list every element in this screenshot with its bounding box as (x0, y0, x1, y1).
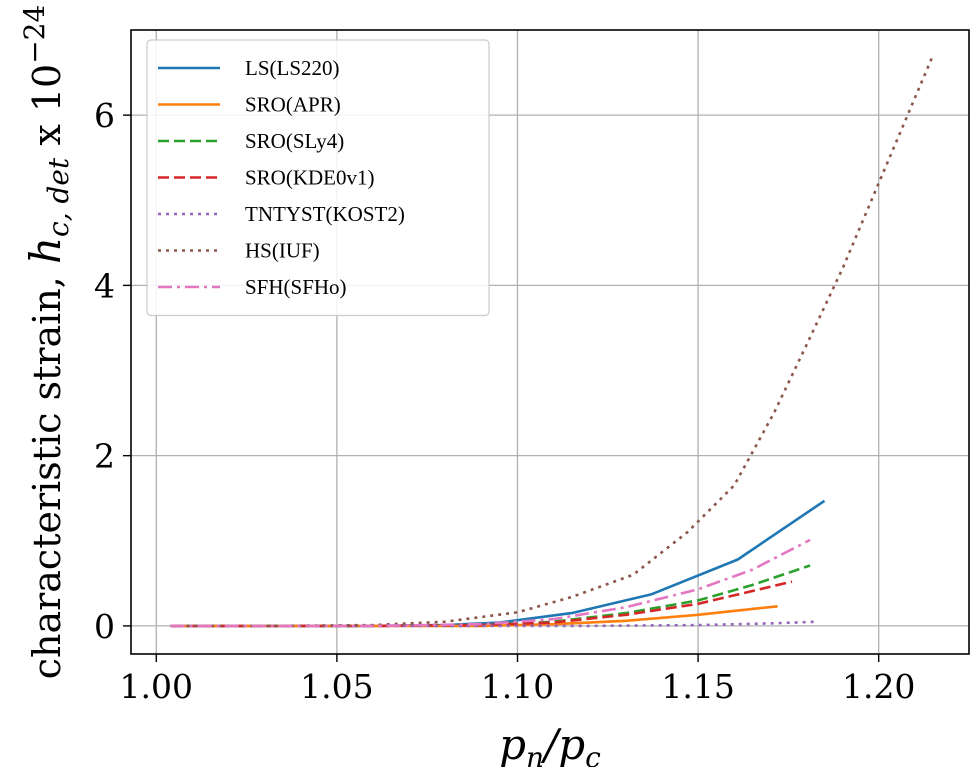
legend-label: LS(LS220) (245, 56, 340, 80)
x-label-p2: p (558, 720, 585, 767)
series-line-6 (170, 538, 811, 628)
legend-label: SRO(APR) (245, 93, 341, 117)
legend-label: SRO(SLy4) (245, 129, 344, 153)
legend-items: LS(LS220) SRO(APR) SRO(SLy4) SRO(KDE0v1) TNT… (158, 56, 405, 299)
legend-box (146, 39, 490, 317)
y-label-times: x 10 (25, 64, 69, 158)
y-tick-label: 6 (94, 96, 115, 135)
y-axis-label: characteristic strain, hc, det x 10−24 (18, 5, 75, 680)
ticks: 1.00 1.05 1.10 1.15 1.20 0 2 4 6 (94, 96, 915, 706)
y-label-prefix: characteristic strain, (25, 264, 69, 679)
series-line-5 (170, 54, 935, 628)
legend-label: SRO(KDE0v1) (245, 166, 375, 190)
legend: LS(LS220) SRO(APR) SRO(SLy4) SRO(KDE0v1) TNT… (146, 39, 490, 317)
y-tick-label: 4 (94, 266, 115, 305)
y-tick-label: 0 (94, 607, 115, 646)
x-tick-label: 1.15 (661, 667, 734, 706)
series-line-3 (170, 580, 793, 628)
x-tick-label: 1.10 (481, 667, 554, 706)
y-label-exponent: −24 (18, 5, 51, 64)
x-tick-label: 1.20 (842, 667, 915, 706)
legend-label: SFH(SFHo) (245, 275, 347, 299)
x-label-slash: / (540, 720, 562, 767)
x-label-sub2: c (585, 741, 601, 767)
plot-frame (130, 29, 970, 655)
legend-label: HS(IUF) (245, 239, 320, 263)
x-label-p1: p (499, 720, 526, 767)
legend-label: TNTYST(KOST2) (245, 202, 405, 226)
x-axis-label: pn/pc (499, 720, 601, 767)
series-layer (170, 54, 935, 628)
series-line-0 (170, 499, 826, 628)
y-label-symbol: h (21, 237, 70, 264)
y-label-subscript: c, det (42, 157, 75, 237)
x-tick-label: 1.05 (300, 667, 373, 706)
y-tick-label: 2 (94, 437, 115, 476)
x-label-sub1: n (526, 741, 544, 767)
x-tick-label: 1.00 (120, 667, 193, 706)
